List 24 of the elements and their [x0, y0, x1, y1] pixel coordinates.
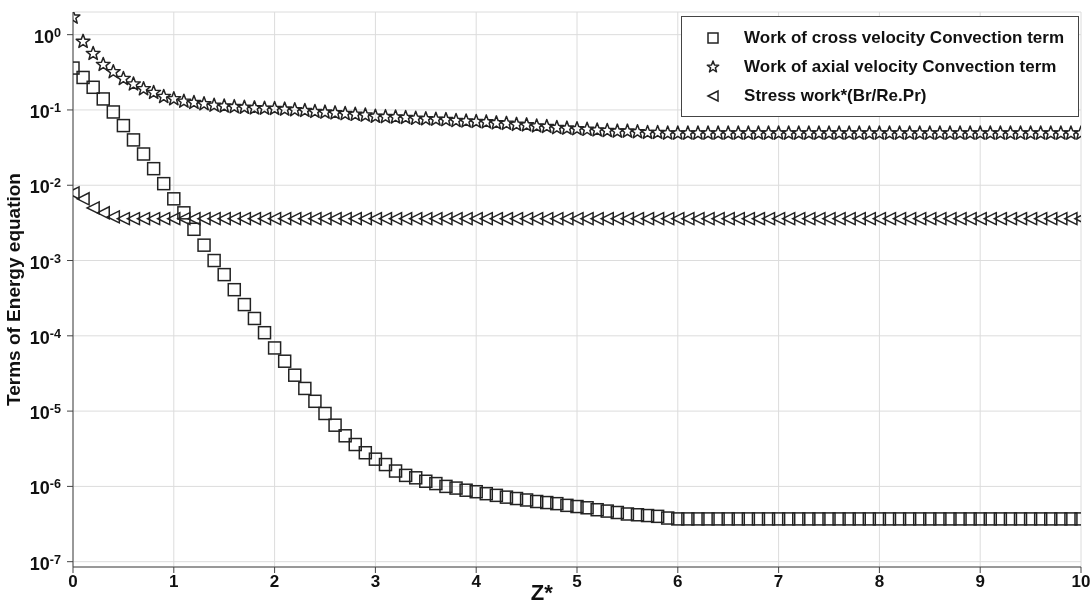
y-tick-label: 10$^{-4}$ [29, 326, 61, 348]
y-tick-label: 10$^{-7}$ [29, 552, 61, 574]
x-tick-label: 10 [1071, 572, 1091, 592]
y-tick-label: 10$^{-6}$ [29, 477, 61, 499]
x-tick-label: 2 [269, 572, 280, 592]
y-tick-label: 10$^{-2}$ [29, 176, 61, 198]
x-axis-title: Z* [530, 580, 554, 605]
legend-label: Stress work*(Br/Re.Pr) [744, 85, 927, 106]
x-tick-label: 9 [975, 572, 985, 592]
y-tick-label: 10$^{-3}$ [29, 251, 61, 273]
x-tick-label: 0 [68, 572, 78, 592]
y-axis-title: Terms of Energy equation [3, 173, 25, 406]
y-tick-label: 10$^{-1}$ [29, 101, 61, 122]
x-tick-label: 4 [471, 572, 482, 592]
x-tick-label: 6 [673, 572, 683, 592]
y-tick-label: 10$^{-5}$ [29, 402, 61, 424]
x-tick-label: 3 [370, 572, 381, 592]
x-tick-label: 1 [169, 572, 179, 592]
y-tick-label: 10$^{0}$ [33, 25, 61, 47]
x-tick-label: 8 [874, 572, 885, 592]
x-tick-label: 7 [773, 572, 784, 592]
x-tick-label: 5 [572, 572, 582, 592]
legend-label: Work of cross velocity Convection term [744, 27, 1064, 48]
legend-label: Work of axial velocity Convection term [744, 56, 1057, 77]
